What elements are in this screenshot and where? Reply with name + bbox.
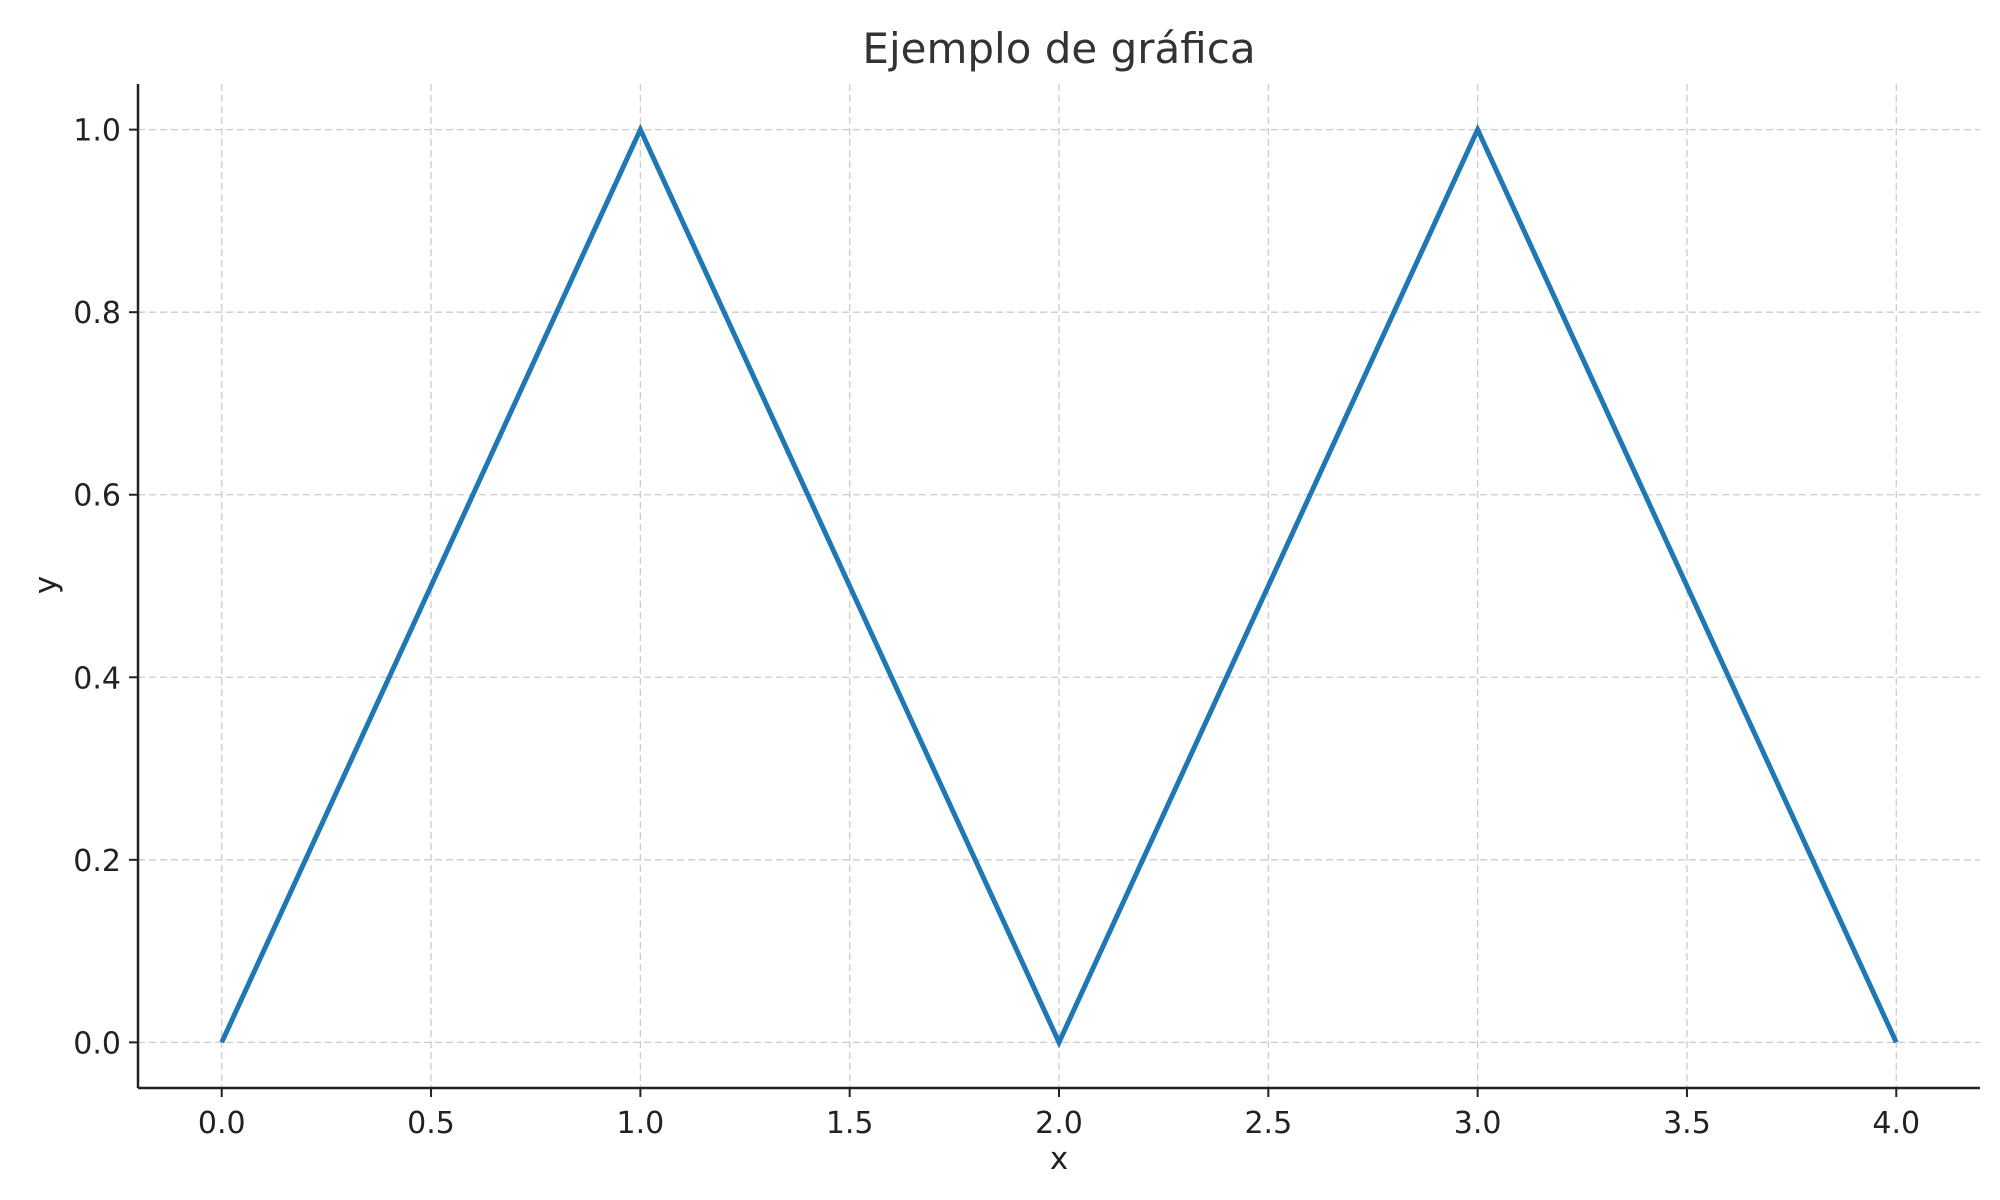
series-layer <box>219 123 1899 1049</box>
y-tick-label: 0.4 <box>73 661 121 696</box>
y-axis-label: y <box>28 576 64 594</box>
series-line <box>219 123 1899 1049</box>
x-tick-label: 0.5 <box>407 1106 455 1141</box>
grid <box>138 84 1980 1088</box>
x-tick-label: 4.0 <box>1872 1106 1920 1141</box>
y-tick-label: 0.8 <box>73 296 121 331</box>
y-tick-label: 0.6 <box>73 479 121 514</box>
y-axis: 0.0 0.2 0.4 0.6 0.8 1.0 <box>73 114 138 1061</box>
x-tick-label: 1.0 <box>617 1106 665 1141</box>
x-axis: 0.0 0.5 1.0 1.5 2.0 2.5 3.0 3.5 4.0 <box>198 1088 1920 1141</box>
x-axis-label: x <box>1050 1141 1068 1177</box>
x-tick-label: 3.5 <box>1663 1106 1711 1141</box>
chart-title: Ejemplo de gráfica <box>862 24 1255 73</box>
x-tick-label: 2.5 <box>1244 1106 1292 1141</box>
x-tick-label: 1.5 <box>826 1106 874 1141</box>
y-tick-label: 0.0 <box>73 1026 121 1061</box>
y-tick-label: 1.0 <box>73 114 121 149</box>
x-tick-label: 3.0 <box>1454 1106 1502 1141</box>
y-tick-label: 0.2 <box>73 844 121 879</box>
x-tick-label: 0.0 <box>198 1106 246 1141</box>
x-tick-label: 2.0 <box>1035 1106 1083 1141</box>
